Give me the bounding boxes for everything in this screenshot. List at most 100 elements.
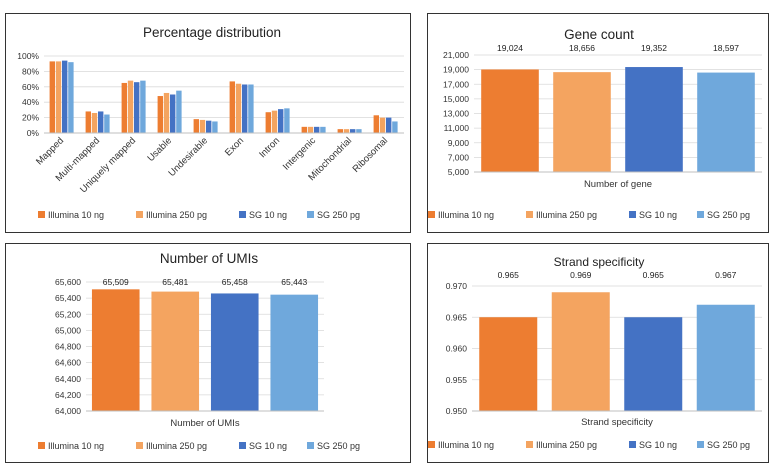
data-label-sg-250-pg: 0.967 [715, 270, 737, 280]
y-tick-label: 15,000 [443, 94, 469, 104]
bar-mitochondrial-sg-250-pg [356, 129, 362, 133]
y-tick-label: 64,600 [55, 358, 81, 368]
y-tick-label: 19,000 [443, 65, 469, 75]
legend-label-illumina-250-pg: Illumina 250 pg [536, 440, 597, 450]
panel-gene-count: Gene count 5,000 7,000 9,000 11,000 13,000 15,… [427, 13, 769, 233]
bar-intergenic-sg-10-ng [314, 126, 320, 133]
y-tick-label: 17,000 [443, 79, 469, 89]
bar-intron-illumina-10-ng [265, 112, 271, 133]
legend-label-illumina-250-pg: Illumina 250 pg [146, 210, 207, 220]
bar-exon-illumina-10-ng [229, 81, 235, 133]
chart-title: Percentage distribution [143, 25, 281, 40]
bar-illumina-250-pg [151, 291, 200, 411]
legend-label-sg-250-pg: SG 250 pg [707, 440, 750, 450]
panel-strand-specificity: Strand specificity 0.950 0.955 0.960 0.965 0.… [427, 243, 769, 463]
data-label-sg-10-ng: 19,352 [641, 43, 667, 53]
bar-illumina-10-ng [481, 69, 539, 172]
bar-usable-sg-250-pg [176, 90, 182, 133]
legend-swatch-illumina-250-pg [136, 442, 143, 449]
x-tick-label-exon: Exon [223, 135, 246, 158]
data-label-illumina-10-ng: 65,509 [103, 277, 129, 287]
chart-title: Number of UMIs [160, 251, 259, 266]
y-tick-label: 64,000 [55, 406, 81, 416]
bar-sg-10-ng [210, 293, 259, 411]
y-tick-label: 11,000 [444, 123, 470, 133]
x-tick-label-usable: Usable [145, 135, 174, 164]
bar-sg-250-pg [696, 304, 755, 411]
y-tick-label: 65,400 [55, 293, 81, 303]
bar-sg-250-pg [270, 294, 319, 411]
bar-intergenic-illumina-10-ng [301, 126, 307, 133]
legend-label-sg-10-ng: SG 10 ng [639, 440, 677, 450]
x-tick-label-mapped: Mapped [34, 135, 66, 167]
bar-illumina-250-pg [551, 292, 610, 411]
bar-usable-illumina-250-pg [163, 92, 170, 133]
legend-swatch-illumina-10-ng [38, 211, 45, 218]
bar-undesirable-sg-10-ng [206, 120, 212, 133]
legend-swatch-sg-250-pg [697, 441, 704, 448]
bar-multi-mapped-illumina-10-ng [85, 111, 91, 133]
y-tick-label: 65,000 [55, 325, 81, 335]
bar-usable-sg-10-ng [170, 94, 176, 133]
bar-multi-mapped-sg-250-pg [104, 114, 110, 133]
legend-label-illumina-10-ng: Illumina 10 ng [438, 440, 494, 450]
strand-specificity-chart: Strand specificity 0.950 0.955 0.960 0.965 0.… [428, 255, 762, 450]
bar-exon-sg-250-pg [248, 84, 254, 133]
data-label-illumina-10-ng: 19,024 [497, 43, 523, 53]
bar-ribosomal-sg-250-pg [392, 121, 398, 133]
x-tick-label-intron: Intron [257, 135, 282, 160]
bar-illumina-10-ng [91, 289, 140, 411]
bar-usable-illumina-10-ng [157, 96, 163, 133]
bar-mitochondrial-illumina-10-ng [337, 129, 343, 133]
chart-title: Strand specificity [554, 255, 645, 269]
legend-swatch-illumina-10-ng [38, 442, 45, 449]
y-tick-label: 0% [27, 128, 40, 138]
legend-swatch-illumina-10-ng [428, 441, 435, 448]
number-of-umis-chart: Number of UMIs 64,000 64,200 64,400 64,600 64… [38, 251, 360, 451]
bar-undesirable-illumina-250-pg [199, 119, 206, 133]
y-tick-label: 0.950 [446, 406, 468, 416]
y-tick-label: 40% [22, 97, 39, 107]
legend-label-sg-10-ng: SG 10 ng [249, 210, 287, 220]
bar-multi-mapped-illumina-250-pg [91, 112, 98, 133]
percentage-distribution-chart: Percentage distribution 0% 20% 40% 60% 80% 100… [17, 25, 404, 220]
legend-swatch-sg-250-pg [697, 211, 704, 218]
bar-sg-10-ng [624, 317, 683, 411]
y-tick-label: 9,000 [448, 138, 470, 148]
legend-label-sg-250-pg: SG 250 pg [317, 441, 360, 451]
y-tick-label: 0.965 [446, 312, 468, 322]
legend-swatch-illumina-250-pg [526, 441, 533, 448]
x-tick-label-intergenic: Intergenic [281, 135, 318, 172]
bar-ribosomal-sg-10-ng [386, 117, 392, 133]
panel-percentage-distribution: Percentage distribution 0% 20% 40% 60% 80% 100… [5, 13, 411, 233]
data-label-sg-10-ng: 0.965 [643, 270, 665, 280]
y-tick-label: 100% [17, 51, 39, 61]
x-axis-label: Number of UMIs [170, 418, 239, 429]
legend-label-sg-10-ng: SG 10 ng [639, 210, 677, 220]
panel-number-of-umis: Number of UMIs 64,000 64,200 64,400 64,600 64… [5, 243, 411, 463]
bar-uniquely-mapped-sg-250-pg [140, 80, 146, 133]
bar-mapped-illumina-10-ng [49, 61, 55, 133]
bar-illumina-250-pg [553, 72, 611, 172]
legend-label-illumina-10-ng: Illumina 10 ng [48, 210, 104, 220]
legend-swatch-sg-10-ng [629, 441, 636, 448]
legend-label-illumina-10-ng: Illumina 10 ng [438, 210, 494, 220]
bar-exon-sg-10-ng [242, 84, 248, 133]
legend-swatch-illumina-250-pg [526, 211, 533, 218]
data-label-illumina-250-pg: 0.969 [570, 270, 592, 280]
y-tick-label: 64,400 [55, 374, 81, 384]
legend-label-illumina-250-pg: Illumina 250 pg [146, 441, 207, 451]
bar-intron-illumina-250-pg [271, 110, 278, 133]
bar-mapped-sg-250-pg [68, 62, 74, 133]
legend-label-sg-250-pg: SG 250 pg [317, 210, 360, 220]
bar-multi-mapped-sg-10-ng [98, 111, 104, 133]
bar-mitochondrial-sg-10-ng [350, 129, 356, 133]
bar-mapped-sg-10-ng [62, 60, 68, 134]
legend-label-illumina-10-ng: Illumina 10 ng [48, 441, 104, 451]
legend-swatch-sg-10-ng [239, 442, 246, 449]
y-tick-label: 0.955 [446, 375, 468, 385]
y-tick-label: 13,000 [443, 109, 469, 119]
legend-swatch-sg-10-ng [239, 211, 246, 218]
data-label-sg-10-ng: 65,458 [222, 277, 248, 287]
bar-uniquely-mapped-sg-10-ng [134, 82, 140, 133]
